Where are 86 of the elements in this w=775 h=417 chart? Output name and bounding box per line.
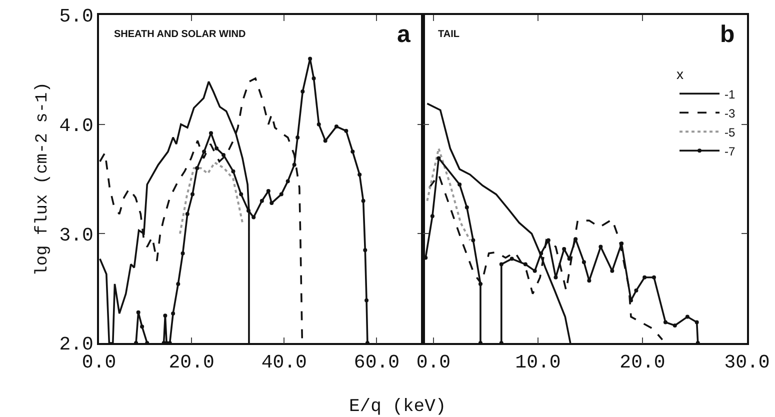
x-axis-title: E/q (keV) bbox=[349, 397, 446, 417]
point bbox=[532, 268, 537, 273]
point bbox=[350, 150, 355, 154]
point bbox=[312, 76, 316, 80]
point bbox=[202, 150, 206, 154]
x-tick-label: 10.0 bbox=[515, 352, 561, 374]
point bbox=[672, 324, 677, 328]
annotation: a bbox=[397, 21, 411, 48]
point bbox=[652, 275, 656, 280]
y-axis-title: log flux (cm-2 s-1) bbox=[33, 82, 52, 276]
point bbox=[334, 124, 338, 129]
point bbox=[539, 251, 544, 256]
point bbox=[286, 179, 290, 184]
point bbox=[546, 238, 550, 242]
point bbox=[195, 166, 200, 170]
point bbox=[231, 169, 236, 174]
point bbox=[694, 320, 699, 324]
point bbox=[642, 275, 647, 280]
point bbox=[316, 122, 321, 126]
annotation: b bbox=[720, 21, 735, 48]
x-tick-label: 60.0 bbox=[354, 352, 400, 374]
legend-label: -7 bbox=[724, 144, 736, 158]
point bbox=[252, 215, 256, 220]
point bbox=[296, 135, 300, 140]
point bbox=[171, 311, 176, 316]
point bbox=[260, 198, 264, 203]
point bbox=[523, 262, 528, 266]
line-series bbox=[179, 162, 244, 235]
annotation: SHEATH AND SOLAR WIND bbox=[114, 29, 246, 40]
y-tick-label: 4.0 bbox=[59, 114, 94, 137]
point bbox=[634, 288, 638, 293]
x-tick-label: 30.0 bbox=[724, 352, 770, 374]
legend-label: -1 bbox=[724, 87, 736, 102]
point bbox=[279, 192, 284, 196]
legend-title: x bbox=[676, 66, 684, 82]
point bbox=[308, 56, 312, 61]
point bbox=[685, 314, 690, 319]
point bbox=[361, 198, 366, 203]
point bbox=[363, 248, 368, 252]
point bbox=[663, 320, 668, 324]
point bbox=[574, 237, 578, 242]
legend-label: -5 bbox=[724, 125, 736, 140]
point bbox=[499, 262, 504, 266]
point bbox=[239, 192, 244, 196]
legend-label: -3 bbox=[724, 106, 736, 120]
point bbox=[554, 275, 558, 280]
point bbox=[214, 146, 219, 150]
point bbox=[587, 278, 592, 283]
x-tick-label: 20.0 bbox=[620, 352, 666, 374]
x-tick-label: 20.0 bbox=[168, 352, 214, 374]
point bbox=[582, 260, 586, 264]
point bbox=[562, 246, 566, 251]
point bbox=[190, 192, 194, 196]
x-tick-label: 0.0 bbox=[416, 352, 451, 374]
point bbox=[266, 189, 270, 194]
point bbox=[430, 214, 434, 218]
point bbox=[246, 208, 250, 213]
y-tick-label: 5.0 bbox=[59, 6, 94, 28]
point bbox=[344, 128, 348, 133]
point bbox=[620, 242, 624, 246]
point bbox=[136, 310, 140, 314]
point bbox=[323, 138, 328, 143]
point bbox=[510, 256, 514, 261]
point bbox=[176, 282, 180, 286]
point bbox=[464, 205, 469, 210]
point bbox=[478, 282, 482, 286]
point bbox=[610, 268, 614, 273]
point bbox=[300, 90, 305, 94]
point bbox=[436, 156, 441, 160]
point bbox=[140, 324, 144, 329]
point bbox=[471, 238, 476, 242]
point bbox=[567, 256, 572, 261]
point bbox=[163, 314, 168, 318]
x-tick-label: 40.0 bbox=[261, 352, 307, 374]
y-tick-label: 3.0 bbox=[59, 224, 94, 246]
point bbox=[458, 182, 462, 186]
point bbox=[358, 172, 362, 177]
point bbox=[209, 131, 214, 136]
point bbox=[270, 201, 274, 206]
annotation: TAIL bbox=[438, 29, 460, 40]
point bbox=[292, 162, 296, 167]
point bbox=[364, 298, 369, 302]
point bbox=[222, 152, 226, 157]
point bbox=[185, 212, 190, 216]
point bbox=[180, 251, 185, 256]
point bbox=[598, 244, 603, 249]
